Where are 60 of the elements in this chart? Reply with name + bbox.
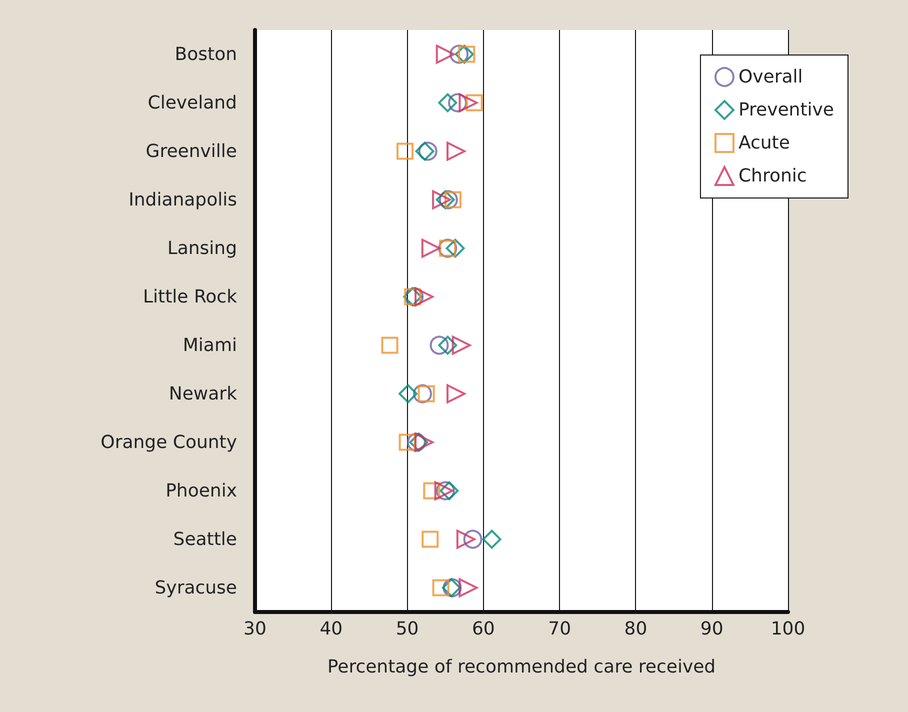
- y-tick-label: Greenville: [146, 140, 237, 162]
- point: [458, 578, 478, 598]
- point: [396, 142, 414, 160]
- point: [456, 530, 476, 549]
- x-tick-label: 50: [396, 618, 419, 640]
- y-tick-label: Cleveland: [148, 92, 237, 114]
- point: [446, 142, 466, 161]
- y-tick-label: Indianapolis: [128, 189, 237, 210]
- point: [418, 385, 435, 402]
- legend-label: Overall: [738, 66, 803, 88]
- legend-label: Chronic: [738, 166, 807, 186]
- point: [421, 238, 440, 258]
- point: [436, 190, 455, 210]
- x-tick-label: 100: [770, 618, 806, 640]
- point: [422, 530, 439, 548]
- point: [466, 94, 483, 112]
- y-tick-label: Syracuse: [154, 577, 237, 598]
- y-tick-label: Newark: [168, 383, 238, 404]
- y-tick-label: Miami: [182, 334, 237, 356]
- y-tick-label: Orange County: [100, 432, 238, 453]
- point: [398, 384, 418, 404]
- point: [413, 384, 432, 404]
- point: [430, 336, 449, 355]
- point: [454, 44, 474, 64]
- point: [414, 432, 434, 452]
- point: [458, 93, 478, 112]
- point: [414, 287, 434, 306]
- y-tick-label: Seattle: [173, 528, 237, 550]
- y-tick-label: Little Rock: [143, 286, 238, 308]
- y-tick-label: Lansing: [167, 238, 237, 259]
- point: [452, 336, 471, 355]
- point: [381, 336, 398, 354]
- point: [415, 142, 434, 161]
- point: [438, 190, 458, 210]
- x-tick-label: 60: [472, 618, 495, 640]
- legend-label: Preventive: [738, 100, 834, 120]
- x-tick-label: 30: [244, 618, 266, 640]
- point: [432, 190, 452, 210]
- point: [482, 530, 502, 549]
- point: [463, 530, 482, 549]
- point: [448, 93, 468, 112]
- y-tick-label: Phoenix: [166, 480, 238, 502]
- point: [450, 44, 469, 64]
- point: [432, 579, 450, 596]
- point: [438, 93, 458, 112]
- point: [418, 142, 438, 161]
- x-tick-label: 90: [700, 618, 724, 640]
- legend-label: Acute: [738, 132, 790, 154]
- point: [446, 384, 466, 404]
- point: [436, 44, 455, 64]
- point: [438, 336, 458, 355]
- x-tick-label: 40: [320, 618, 343, 640]
- x-tick-label: 80: [624, 618, 648, 640]
- point: [458, 46, 476, 63]
- point: [398, 434, 416, 451]
- x-axis-title: Percentage of recommended care received: [327, 656, 716, 678]
- x-tick-label: 70: [548, 618, 572, 640]
- point: [446, 238, 465, 258]
- point: [444, 191, 462, 208]
- y-tick-label: Boston: [174, 44, 237, 65]
